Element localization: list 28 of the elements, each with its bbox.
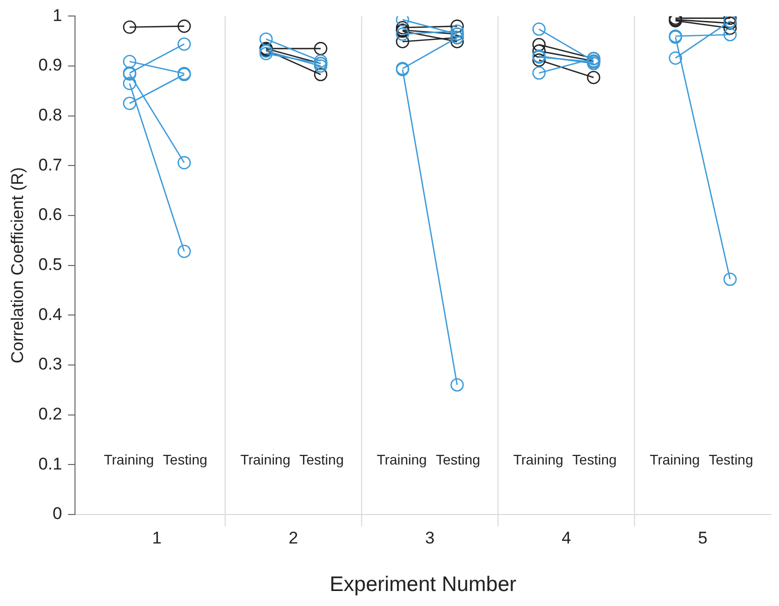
- x-axis-title: Experiment Number: [330, 573, 516, 596]
- x-tick-label: 5: [698, 528, 708, 548]
- x-tick-label: 1: [152, 528, 162, 548]
- y-tick-label: 0.2: [38, 404, 62, 424]
- annotation: Training: [240, 451, 290, 468]
- y-tick-label: 0.9: [38, 56, 62, 75]
- x-tick-label: 2: [288, 528, 298, 548]
- annotation: Training: [513, 451, 564, 468]
- y-tick-label: 0: [52, 504, 62, 524]
- y-tick-label: 1: [52, 6, 62, 25]
- y-axis-title: Correlation Coefficient (R): [8, 167, 27, 364]
- x-tick-label: 4: [562, 528, 572, 548]
- annotation: Training: [376, 451, 427, 468]
- annotation: Testing: [162, 451, 208, 468]
- annotation: Training: [650, 451, 700, 468]
- y-tick-label: 0.8: [38, 106, 62, 125]
- annotation: Testing: [572, 451, 617, 468]
- y-tick-label: 0.7: [38, 155, 62, 174]
- annotation: Testing: [436, 451, 480, 468]
- y-tick-label: 0.6: [38, 205, 62, 224]
- annotation: Testing: [708, 451, 754, 468]
- annotation: Testing: [299, 451, 344, 468]
- y-tick-label: 0.1: [38, 454, 62, 474]
- annotation: Training: [104, 451, 154, 468]
- y-tick-label: 0.3: [38, 354, 62, 374]
- x-tick-label: 3: [425, 528, 435, 548]
- y-tick-label: 0.5: [38, 254, 62, 274]
- y-tick-label: 0.4: [38, 304, 62, 324]
